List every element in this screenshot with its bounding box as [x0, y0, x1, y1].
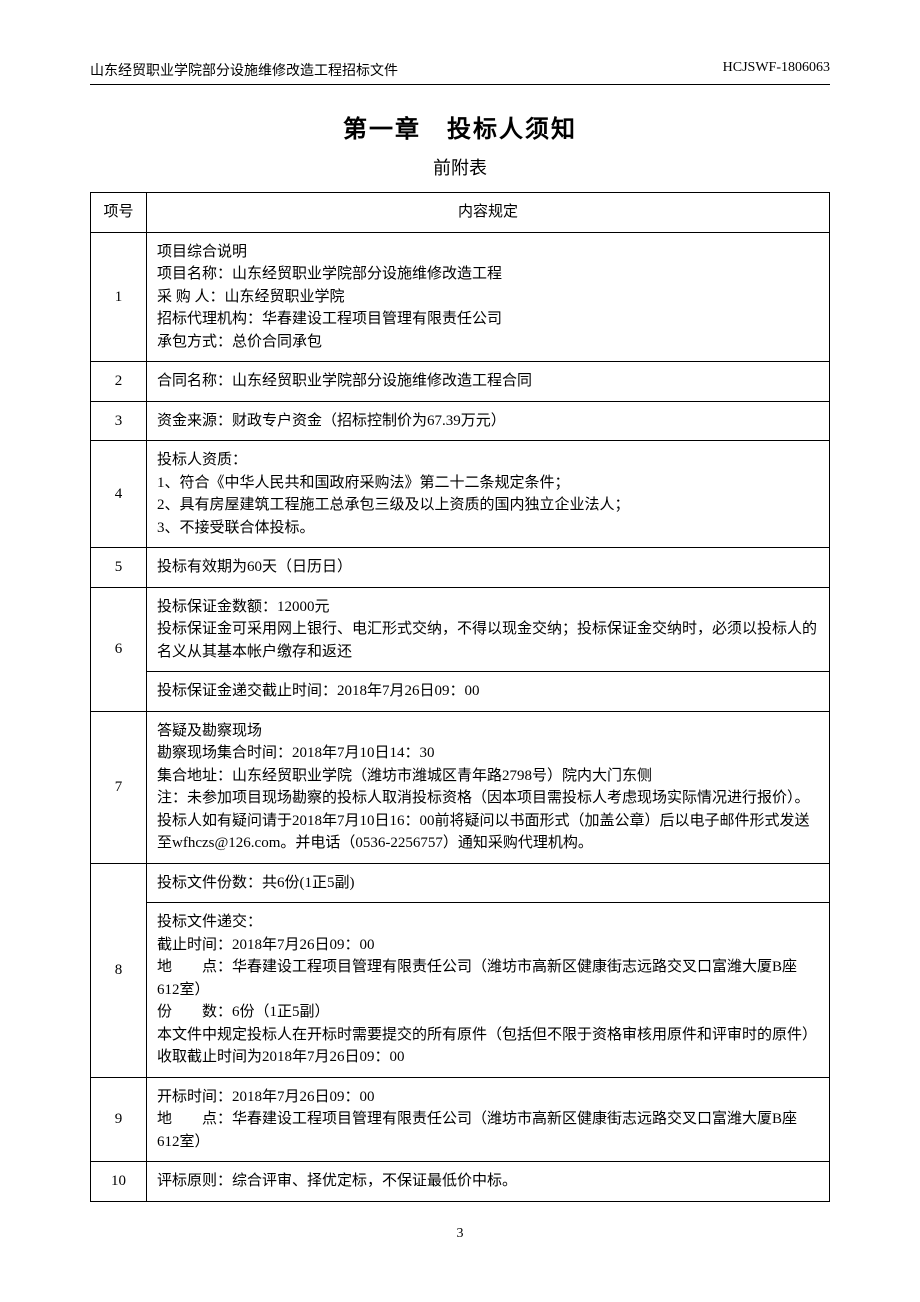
- table-row: 5投标有效期为60天（日历日）: [91, 548, 830, 588]
- row-content: 投标保证金数额：12000元 投标保证金可采用网上银行、电汇形式交纳，不得以现金…: [147, 587, 830, 672]
- table-header-row: 项号 内容规定: [91, 193, 830, 233]
- row-num: 4: [91, 441, 147, 548]
- row-content: 投标人资质： 1、符合《中华人民共和国政府采购法》第二十二条规定条件； 2、具有…: [147, 441, 830, 548]
- row-num: 2: [91, 362, 147, 402]
- table-row: 投标保证金递交截止时间：2018年7月26日09：00: [91, 672, 830, 712]
- row-content: 合同名称：山东经贸职业学院部分设施维修改造工程合同: [147, 362, 830, 402]
- table-row: 3资金来源：财政专户资金（招标控制价为67.39万元）: [91, 401, 830, 441]
- row-num: 9: [91, 1077, 147, 1162]
- table-row: 7答疑及勘察现场 勘察现场集合时间：2018年7月10日14：30 集合地址：山…: [91, 711, 830, 863]
- row-content: 投标有效期为60天（日历日）: [147, 548, 830, 588]
- row-content: 投标文件份数：共6份(1正5副): [147, 863, 830, 903]
- table-row: 2合同名称：山东经贸职业学院部分设施维修改造工程合同: [91, 362, 830, 402]
- row-num: 6: [91, 587, 147, 711]
- table-row: 投标文件递交： 截止时间：2018年7月26日09：00 地 点：华春建设工程项…: [91, 903, 830, 1078]
- row-content: 资金来源：财政专户资金（招标控制价为67.39万元）: [147, 401, 830, 441]
- header-num: 项号: [91, 193, 147, 233]
- header-left: 山东经贸职业学院部分设施维修改造工程招标文件: [90, 60, 398, 80]
- content-table: 项号 内容规定 1项目综合说明 项目名称：山东经贸职业学院部分设施维修改造工程 …: [90, 192, 830, 1202]
- header-right: HCJSWF-1806063: [723, 60, 830, 80]
- document-header: 山东经贸职业学院部分设施维修改造工程招标文件 HCJSWF-1806063: [90, 60, 830, 85]
- chapter-title: 第一章 投标人须知: [90, 109, 830, 144]
- row-num: 5: [91, 548, 147, 588]
- row-content: 投标文件递交： 截止时间：2018年7月26日09：00 地 点：华春建设工程项…: [147, 903, 830, 1078]
- row-num: 3: [91, 401, 147, 441]
- row-num: 10: [91, 1162, 147, 1202]
- row-content: 投标保证金递交截止时间：2018年7月26日09：00: [147, 672, 830, 712]
- table-row: 10评标原则：综合评审、择优定标，不保证最低价中标。: [91, 1162, 830, 1202]
- table-row: 8投标文件份数：共6份(1正5副): [91, 863, 830, 903]
- table-row: 9开标时间：2018年7月26日09：00 地 点：华春建设工程项目管理有限责任…: [91, 1077, 830, 1162]
- subtitle: 前附表: [90, 154, 830, 180]
- row-num: 7: [91, 711, 147, 863]
- row-num: 8: [91, 863, 147, 1077]
- table-row: 6投标保证金数额：12000元 投标保证金可采用网上银行、电汇形式交纳，不得以现…: [91, 587, 830, 672]
- row-num: 1: [91, 232, 147, 362]
- row-content: 开标时间：2018年7月26日09：00 地 点：华春建设工程项目管理有限责任公…: [147, 1077, 830, 1162]
- table-row: 4投标人资质： 1、符合《中华人民共和国政府采购法》第二十二条规定条件； 2、具…: [91, 441, 830, 548]
- row-content: 答疑及勘察现场 勘察现场集合时间：2018年7月10日14：30 集合地址：山东…: [147, 711, 830, 863]
- row-content: 项目综合说明 项目名称：山东经贸职业学院部分设施维修改造工程 采 购 人：山东经…: [147, 232, 830, 362]
- table-row: 1项目综合说明 项目名称：山东经贸职业学院部分设施维修改造工程 采 购 人：山东…: [91, 232, 830, 362]
- row-content: 评标原则：综合评审、择优定标，不保证最低价中标。: [147, 1162, 830, 1202]
- header-content: 内容规定: [147, 193, 830, 233]
- page-number: 3: [90, 1226, 830, 1242]
